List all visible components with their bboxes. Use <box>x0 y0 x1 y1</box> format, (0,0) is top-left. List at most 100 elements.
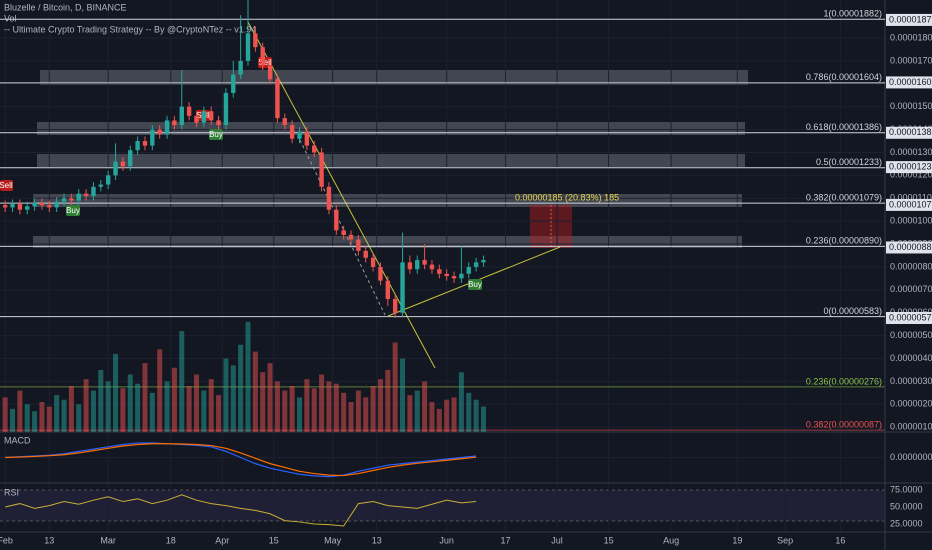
fib-label: 0.382(0.00001079) <box>806 192 882 202</box>
volume-bar <box>149 392 155 432</box>
price-tag <box>886 76 932 89</box>
signal: Sell <box>0 181 13 190</box>
x-tick-label: May <box>324 535 342 545</box>
volume-bar <box>54 395 60 432</box>
annotation: 0.00000185 (20.83%) 185 <box>515 192 619 202</box>
volume-bar <box>193 374 199 432</box>
strategy-legend: -- Ultimate Crypto Trading Strategy -- B… <box>4 24 256 34</box>
volume-bar <box>24 404 30 432</box>
volume-bar <box>414 390 420 432</box>
volume-bar <box>171 367 177 432</box>
candle-body <box>231 74 236 93</box>
volume-bar <box>98 369 104 432</box>
x-tick-label: Apr <box>215 535 229 545</box>
price-tag-label: 0.00001071 <box>889 199 932 209</box>
volume-bar <box>304 379 310 432</box>
volume-bar <box>311 388 317 432</box>
candle-body <box>238 60 243 75</box>
volume-bar <box>341 392 347 432</box>
candle-body <box>437 269 442 274</box>
candle-body <box>429 264 435 270</box>
volume-bar <box>46 406 52 432</box>
fib-label: 1(0.00001882) <box>823 9 882 19</box>
volume-bar <box>105 381 111 432</box>
x-tick-label: Mar <box>100 535 116 545</box>
volume-bar <box>2 397 8 432</box>
candle-body <box>208 111 214 121</box>
volume-bar <box>68 385 74 432</box>
candle-body <box>10 203 15 208</box>
x-tick-label: Aug <box>663 535 679 545</box>
volume-bar <box>466 392 472 432</box>
price-tag <box>886 311 932 324</box>
candle-body <box>91 186 96 196</box>
volume-bar <box>377 379 383 432</box>
volume-bar <box>297 397 303 432</box>
volume-bar <box>400 358 406 432</box>
candle-body <box>201 111 207 123</box>
volume-bar <box>451 397 457 432</box>
volume-bar <box>157 349 163 432</box>
candle-body <box>39 202 45 206</box>
candle-body <box>245 33 251 61</box>
volume-bar <box>436 408 442 432</box>
signal-badge <box>0 180 13 191</box>
candle-body <box>194 115 199 123</box>
candle-body <box>47 205 52 208</box>
volume-bar <box>10 408 16 432</box>
volume-bar <box>186 385 192 432</box>
candle-body <box>69 198 74 201</box>
volume-bar <box>76 404 82 432</box>
zones <box>33 70 748 248</box>
x-tick-label: 17 <box>501 535 511 545</box>
candle-body <box>451 276 457 279</box>
price-tag <box>886 241 932 254</box>
volume-fib-label: 0.236(0.00000276) <box>806 376 882 386</box>
fib-label: 0.618(0.00001386) <box>806 122 882 132</box>
macd-tick-label: 0.00000000 <box>890 452 932 462</box>
volume-bar <box>480 406 486 432</box>
price-tag-label: 0.00001236 <box>889 161 932 171</box>
price-tag-label: 0.00000577 <box>889 312 932 322</box>
volume-fib-label: 0.382(0.00000087) <box>806 420 882 430</box>
volume-bar <box>208 379 214 432</box>
candle-body <box>76 193 81 201</box>
candle-body <box>253 33 258 48</box>
candle-body <box>473 262 479 267</box>
volume-bar <box>90 390 96 432</box>
volume-bar <box>216 395 222 432</box>
candle-body <box>157 129 162 135</box>
fib-label: 0.5(0.00001233) <box>816 157 882 167</box>
x-tick-label: 13 <box>44 535 54 545</box>
volume-bar <box>267 363 273 432</box>
volume-bar <box>458 372 464 432</box>
candle-body <box>282 118 287 125</box>
macd-legend: MACD <box>4 435 31 445</box>
fib-label: 0.786(0.00001604) <box>806 72 882 82</box>
volume-bar <box>429 402 435 432</box>
candle-body <box>17 203 23 210</box>
volume-bar <box>422 381 428 432</box>
volume-bar <box>142 363 148 432</box>
volume-bar <box>385 369 391 432</box>
candle-body <box>164 120 170 135</box>
candle-body <box>98 184 104 187</box>
candle-body <box>297 131 302 139</box>
price-tag <box>886 161 932 174</box>
x-tick-label: Sep <box>777 535 793 545</box>
x-tick-label: 13 <box>372 535 382 545</box>
zone <box>37 154 745 167</box>
volume-bar <box>333 383 339 432</box>
price-tag-label: 0.00001879 <box>889 14 932 24</box>
rsi-legend: RSI <box>4 487 19 497</box>
volume-bar <box>274 381 280 432</box>
price-tag <box>886 198 932 211</box>
